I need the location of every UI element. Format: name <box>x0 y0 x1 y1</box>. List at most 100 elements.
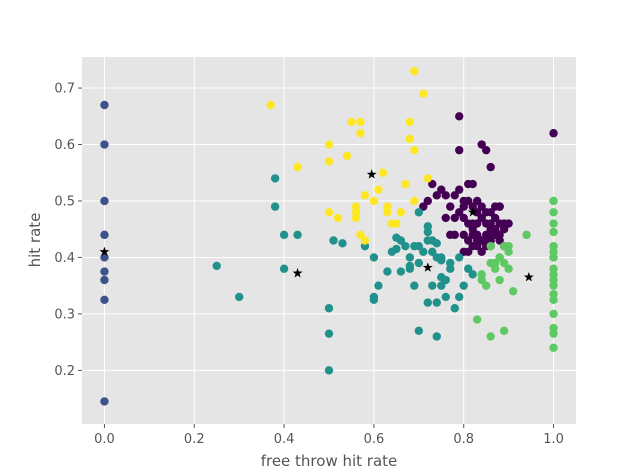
data-point-cluster-4 <box>360 236 370 245</box>
data-point-cluster-0 <box>473 219 482 228</box>
data-point-cluster-2 <box>441 292 450 302</box>
data-point-cluster-2 <box>419 247 428 256</box>
data-point-cluster-0 <box>441 213 450 223</box>
data-point-cluster-4 <box>392 219 401 228</box>
data-point-cluster-4 <box>410 145 419 155</box>
data-point-cluster-0 <box>481 208 491 217</box>
data-point-cluster-0 <box>455 112 464 121</box>
data-point-cluster-0 <box>490 213 500 223</box>
data-point-cluster-0 <box>419 202 428 211</box>
data-point-cluster-1 <box>100 267 109 276</box>
data-point-cluster-0 <box>486 162 495 172</box>
data-point-cluster-4 <box>419 89 428 98</box>
data-point-cluster-3 <box>481 281 491 290</box>
x-tick-label: 0.0 <box>94 432 115 447</box>
data-point-cluster-3 <box>549 264 558 273</box>
data-point-cluster-3 <box>549 253 558 262</box>
data-point-cluster-0 <box>477 247 486 256</box>
y-tick-label: 0.2 <box>54 364 75 379</box>
data-point-cluster-2 <box>392 244 401 254</box>
data-point-cluster-3 <box>486 332 495 341</box>
data-point-cluster-4 <box>405 134 415 144</box>
data-point-cluster-4 <box>351 213 361 223</box>
data-point-cluster-2 <box>446 264 455 273</box>
data-point-cluster-3 <box>549 309 558 319</box>
data-point-cluster-2 <box>437 281 446 290</box>
data-point-cluster-0 <box>464 247 473 256</box>
data-point-cluster-0 <box>450 191 459 200</box>
data-point-cluster-4 <box>324 140 334 149</box>
data-point-cluster-3 <box>499 258 509 268</box>
data-point-cluster-3 <box>549 295 558 304</box>
centroid-star-marker <box>292 268 303 278</box>
data-point-cluster-2 <box>432 332 441 341</box>
data-point-cluster-2 <box>405 261 415 271</box>
y-tick-label: 0.6 <box>54 138 75 153</box>
data-point-cluster-2 <box>392 233 401 242</box>
data-point-cluster-2 <box>279 230 289 240</box>
y-tick-label: 0.4 <box>54 251 75 266</box>
data-point-cluster-1 <box>100 140 109 149</box>
centroid-star-marker <box>366 169 377 179</box>
data-point-cluster-1 <box>100 100 109 110</box>
data-point-cluster-4 <box>356 230 365 240</box>
data-point-cluster-2 <box>437 273 446 282</box>
data-point-cluster-4 <box>356 129 365 138</box>
data-point-cluster-2 <box>459 281 468 290</box>
x-tick-label: 0.4 <box>274 432 295 447</box>
data-point-cluster-3 <box>549 227 558 237</box>
data-point-cluster-1 <box>100 275 109 285</box>
data-point-cluster-4 <box>324 157 334 166</box>
data-point-cluster-2 <box>432 239 441 248</box>
data-point-cluster-2 <box>293 230 302 240</box>
data-point-cluster-0 <box>495 202 504 211</box>
data-point-cluster-3 <box>495 275 504 285</box>
data-point-cluster-3 <box>490 258 500 268</box>
data-point-cluster-0 <box>446 202 455 211</box>
data-point-cluster-4 <box>410 196 419 206</box>
x-tick-label: 0.6 <box>364 432 385 447</box>
data-point-cluster-0 <box>495 230 504 240</box>
y-tick-label: 0.3 <box>54 307 75 322</box>
x-tick-label: 0.2 <box>184 432 205 447</box>
data-point-cluster-3 <box>508 287 518 296</box>
data-point-cluster-2 <box>369 253 379 262</box>
data-point-cluster-1 <box>100 397 109 406</box>
data-point-cluster-2 <box>212 261 221 271</box>
centroid-star-marker <box>467 207 478 217</box>
x-axis-label: free throw hit rate <box>261 452 398 470</box>
data-point-cluster-0 <box>490 225 500 234</box>
data-point-cluster-1 <box>100 230 109 240</box>
data-point-cluster-0 <box>446 230 455 240</box>
centroid-markers <box>99 169 534 282</box>
data-point-cluster-2 <box>401 241 410 251</box>
data-point-cluster-0 <box>428 179 437 189</box>
data-point-cluster-0 <box>459 230 468 240</box>
data-point-cluster-4 <box>351 202 361 211</box>
data-point-cluster-4 <box>378 168 388 177</box>
data-point-cluster-4 <box>401 179 410 189</box>
data-point-cluster-0 <box>477 202 486 211</box>
data-point-cluster-0 <box>432 191 441 200</box>
data-point-cluster-2 <box>428 247 437 256</box>
data-point-cluster-2 <box>414 208 424 217</box>
data-point-cluster-0 <box>450 213 459 223</box>
data-point-cluster-0 <box>455 185 464 194</box>
data-point-cluster-2 <box>405 253 415 262</box>
data-point-cluster-2 <box>428 281 437 290</box>
data-point-cluster-0 <box>473 230 482 240</box>
data-point-cluster-4 <box>293 162 302 172</box>
data-point-cluster-4 <box>333 213 343 223</box>
data-point-cluster-2 <box>383 267 392 276</box>
data-point-cluster-3 <box>549 219 558 228</box>
data-point-cluster-2 <box>279 264 289 273</box>
data-point-cluster-3 <box>522 230 531 240</box>
data-point-cluster-0 <box>473 196 482 206</box>
data-point-cluster-0 <box>441 191 450 200</box>
y-axis-label: hit rate <box>26 213 44 268</box>
data-point-cluster-2 <box>324 304 334 313</box>
data-point-cluster-3 <box>504 264 513 273</box>
data-points <box>100 66 558 406</box>
data-point-cluster-2 <box>437 256 446 265</box>
